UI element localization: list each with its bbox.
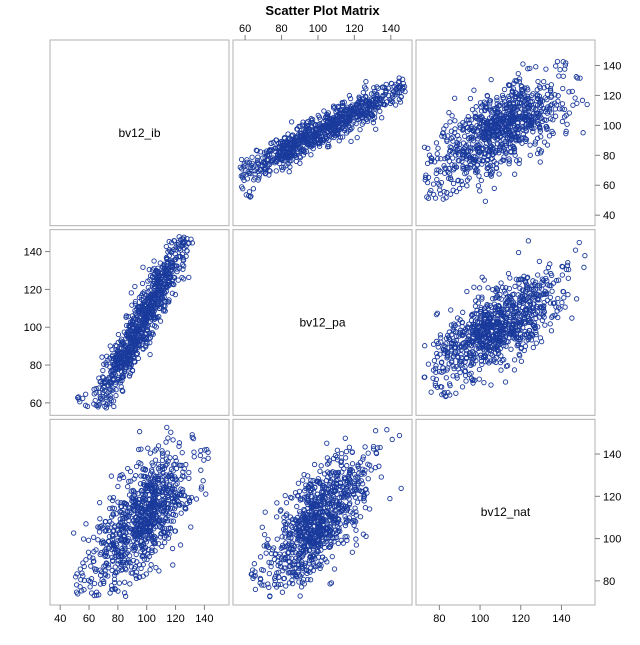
svg-text:bv12_pa: bv12_pa	[299, 316, 345, 330]
svg-text:bv12_ib: bv12_ib	[118, 126, 160, 140]
scatter-plot-matrix: Scatter Plot Matrixbv12_ibbv12_pabv12_na…	[0, 0, 640, 640]
splom-svg: Scatter Plot Matrixbv12_ibbv12_pabv12_na…	[0, 0, 640, 640]
svg-text:Scatter Plot Matrix: Scatter Plot Matrix	[265, 3, 380, 18]
